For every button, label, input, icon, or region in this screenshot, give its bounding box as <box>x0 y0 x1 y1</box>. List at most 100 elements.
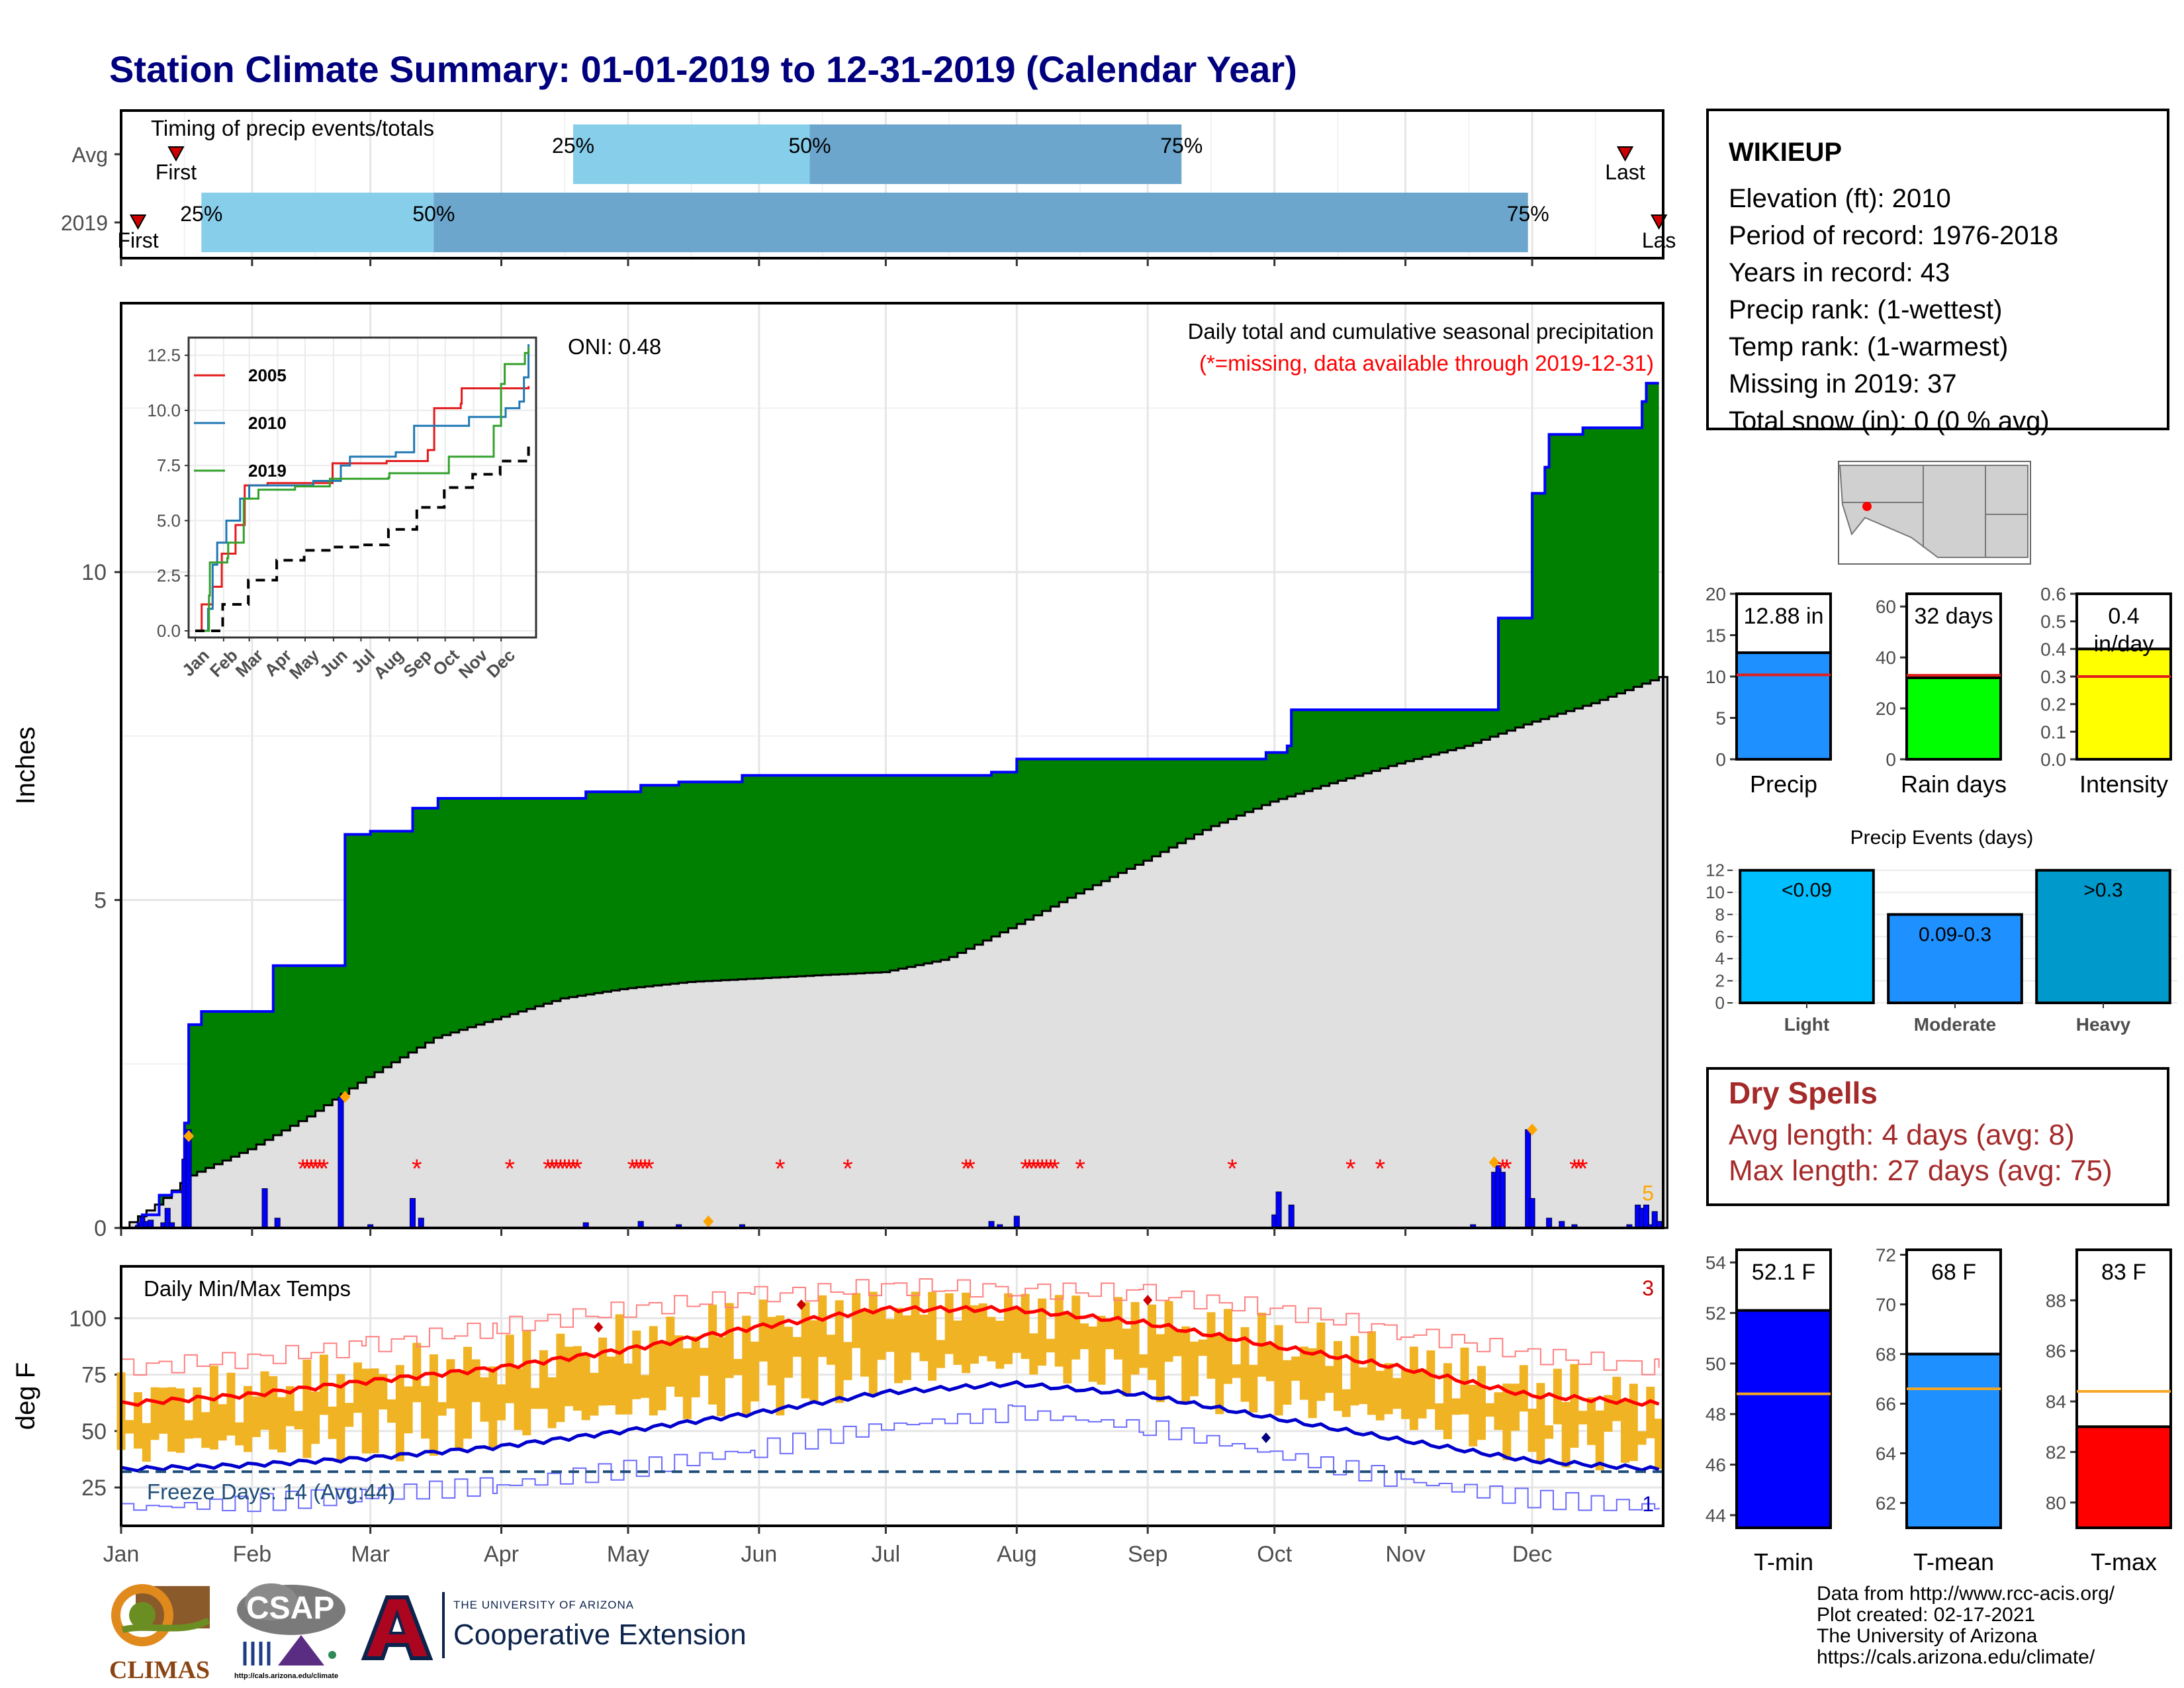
station-missing: Missing in 2019: 37 <box>1729 369 1957 399</box>
ua-small-text: THE UNIVERSITY OF ARIZONA <box>453 1599 635 1611</box>
temps-xtick-label: Apr <box>484 1542 519 1567</box>
precip-missing-mark: * <box>965 1154 976 1184</box>
tsummary-tmax-label: T-max <box>2091 1548 2157 1575</box>
tsummary-tmean-value-label: 68 F <box>1931 1260 1976 1285</box>
events-ytick-label: 2 <box>1715 971 1725 991</box>
summary-intensity-value-label: 0.4 <box>2108 604 2139 629</box>
summary-intensity-ytick-label: 0.3 <box>2040 667 2066 687</box>
temps-xtick-label: Dec <box>1512 1542 1552 1567</box>
inset-series-line <box>195 347 530 632</box>
precip-missing-mark: * <box>1037 1154 1048 1184</box>
temps-ylabel: deg F <box>11 1362 40 1430</box>
tsummary-tmax-bar <box>2075 1425 2172 1529</box>
station-period: Period of record: 1976-2018 <box>1729 221 2059 250</box>
timing-label-75: 75% <box>1507 202 1549 226</box>
summary-raindays-ytick-label: 40 <box>1876 647 1896 668</box>
tsummary-tmean-label: T-mean <box>1913 1548 1994 1575</box>
events-ytick-label: 10 <box>1706 882 1725 902</box>
precip-marker <box>340 1090 351 1103</box>
summary-intensity-ytick-label: 0.2 <box>2040 694 2066 715</box>
precip-missing-mark: * <box>1578 1154 1588 1184</box>
precip-missing-mark: * <box>640 1154 651 1184</box>
precip-missing-mark: * <box>1498 1154 1508 1184</box>
precip-missing-mark: * <box>412 1154 422 1184</box>
precip-marker <box>183 1130 195 1143</box>
locator-map-region <box>1839 465 2028 558</box>
temps-xtick-label: May <box>607 1542 649 1567</box>
summary-raindays-ytick-label: 60 <box>1876 596 1896 617</box>
precip-ytick-label: 0 <box>94 1216 107 1241</box>
temps-title: Daily Min/Max Temps <box>144 1276 351 1301</box>
precip-missing-mark: * <box>1075 1154 1085 1184</box>
temps-xtick-label: Jun <box>741 1542 778 1567</box>
precip-missing-mark: * <box>564 1154 574 1184</box>
temps-record-min-line <box>121 1404 1660 1513</box>
timing-first-marker <box>129 214 147 230</box>
precip-daily-bar <box>418 1217 424 1229</box>
precip-corner-label: 5 <box>1642 1181 1654 1205</box>
tsummary-tmean-ytick-label: 64 <box>1876 1444 1896 1464</box>
precip-daily-bar <box>274 1217 281 1229</box>
tsummary-tmax-ytick-label: 88 <box>2046 1290 2066 1311</box>
events-ytick-label: 8 <box>1715 904 1725 924</box>
precip-missing-mark: * <box>1020 1154 1030 1184</box>
inset-legend-label: 2005 <box>248 365 287 385</box>
timing-label-50: 50% <box>412 202 455 226</box>
summary-raindays-bar <box>1905 676 2002 761</box>
station-years: Years in record: 43 <box>1729 258 1950 287</box>
precip-daily-bar <box>338 1096 344 1229</box>
timing-last-label: Last <box>1605 160 1645 184</box>
station-elevation: Elevation (ft): 2010 <box>1729 184 1951 213</box>
tsummary-tmean-ytick-label: 72 <box>1876 1245 1896 1266</box>
events-value-label: >0.3 <box>2083 880 2122 902</box>
tsummary-tmean-ytick-label: 70 <box>1876 1295 1896 1315</box>
timing-bar-50-75 <box>809 124 1182 184</box>
events-value-label: 0.09-0.3 <box>1919 923 1991 945</box>
tsummary-tmin-ytick-label: 44 <box>1706 1505 1726 1526</box>
dry-spells-box: Dry Spells Avg length: 4 days (avg: 8) M… <box>1706 1067 2169 1206</box>
precip-marker <box>703 1215 714 1228</box>
credit-university: The University of Arizona <box>1817 1625 2038 1647</box>
precip-missing-mark: * <box>1345 1154 1356 1184</box>
credit-plot-created: Plot created: 02-17-2021 <box>1817 1604 2036 1626</box>
inset-ytick-label: 10.0 <box>147 400 181 420</box>
summary-raindays-ytick-label: 20 <box>1876 698 1896 719</box>
temps-ytick-label: 25 <box>81 1476 107 1501</box>
tsummary-tmin-ytick-label: 48 <box>1706 1404 1726 1425</box>
precip-missing-mark: * <box>1375 1154 1386 1184</box>
timing-frame <box>120 109 1664 259</box>
temps-avg-min-line <box>120 1380 1660 1473</box>
temps-xtick-label: Oct <box>1257 1542 1292 1567</box>
precip-missing-mark: * <box>1028 1154 1039 1184</box>
events-xtick-label: Light <box>1784 1014 1829 1035</box>
temps-ytick-label: 50 <box>81 1419 107 1444</box>
temps-marker <box>1261 1432 1271 1444</box>
precip-missing-mark: * <box>572 1154 583 1184</box>
temps-xtick-label: Nov <box>1385 1542 1425 1567</box>
summary-precip-ytick-label: 15 <box>1706 626 1726 646</box>
precip-missing-mark: * <box>504 1154 515 1184</box>
temps-ytick-label: 100 <box>69 1306 107 1331</box>
locator-map-station-dot <box>1862 502 1872 511</box>
inset-ytick-label: 0.0 <box>157 621 181 641</box>
tsummary-tmean-ytick-label: 66 <box>1876 1394 1896 1415</box>
inset-legend-label: 2019 <box>248 461 287 481</box>
climas-logo: CLIMAS <box>109 1582 215 1684</box>
credits: Data from http://www.rcc-acis.org/ Plot … <box>1817 1583 2115 1668</box>
temps-marker <box>796 1299 806 1310</box>
precip-missing-mark: * <box>547 1154 557 1184</box>
dry-spells-title: Dry Spells <box>1729 1076 1878 1110</box>
summary-precip-label: Precip <box>1750 771 1817 798</box>
precip-ytick-label: 5 <box>94 888 107 914</box>
precip-missing-mark: * <box>555 1154 566 1184</box>
precip-missing-mark: * <box>644 1154 655 1184</box>
station-snow: Total snow (in): 0 (0 % avg) <box>1729 406 2050 436</box>
precip-missing-mark: * <box>775 1154 786 1184</box>
events-ytick-label: 0 <box>1715 993 1725 1013</box>
precip-missing-mark: * <box>961 1154 972 1184</box>
climas-logo-mark <box>111 1584 210 1646</box>
summary-intensity-bar <box>2075 647 2172 761</box>
precip-subtitle: (*=missing, data available through 2019-… <box>1199 351 1654 375</box>
locator-map-borders <box>1843 465 2028 557</box>
precip-frame <box>120 302 1664 1229</box>
